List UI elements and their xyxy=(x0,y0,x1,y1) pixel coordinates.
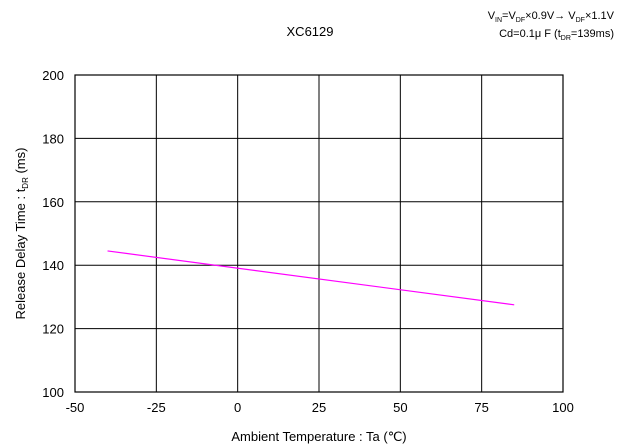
x-tick-label: 75 xyxy=(474,400,488,415)
y-tick-label: 120 xyxy=(42,322,64,337)
x-tick-label: 0 xyxy=(234,400,241,415)
condition-subscript: DR xyxy=(560,35,571,43)
condition-subscript: IN xyxy=(495,17,503,25)
y-tick-label: 140 xyxy=(42,258,64,273)
y-label-text: Release Delay Time : t xyxy=(13,188,28,319)
plot-frame xyxy=(74,74,564,393)
grid-lines xyxy=(74,74,564,393)
series-group xyxy=(107,250,515,306)
x-tick-label: 50 xyxy=(393,400,407,415)
test-condition-line-1: VIN=VDF×0.9V→ VDF×1.1V xyxy=(487,10,614,25)
y-tick-labels: 100 120 140 160 180 200 xyxy=(42,68,64,400)
x-tick-labels: -50 -25 0 25 50 75 100 xyxy=(66,400,574,415)
y-tick-label: 100 xyxy=(42,385,64,400)
y-label-subscript: DR xyxy=(21,177,30,189)
series-line xyxy=(107,250,515,306)
x-tick-label: 25 xyxy=(312,400,326,415)
chart-title: XC6129 xyxy=(286,24,334,39)
y-tick-label: 160 xyxy=(42,195,64,210)
condition-subscript: DF xyxy=(515,17,526,25)
test-condition-line-2: Cd=0.1μ F (tDR=139ms) xyxy=(499,28,614,43)
y-tick-label: 200 xyxy=(42,68,64,83)
condition-subscript: DF xyxy=(575,17,585,25)
y-tick-label: 180 xyxy=(42,131,64,146)
y-label-text: (ms) xyxy=(13,148,28,178)
x-tick-label: -50 xyxy=(66,400,85,415)
x-axis-label: Ambient Temperature : Ta (℃) xyxy=(231,429,406,444)
x-tick-label: -25 xyxy=(147,400,166,415)
y-axis-label: Release Delay Time : tDR (ms) xyxy=(13,148,30,320)
x-tick-label: 100 xyxy=(552,400,574,415)
